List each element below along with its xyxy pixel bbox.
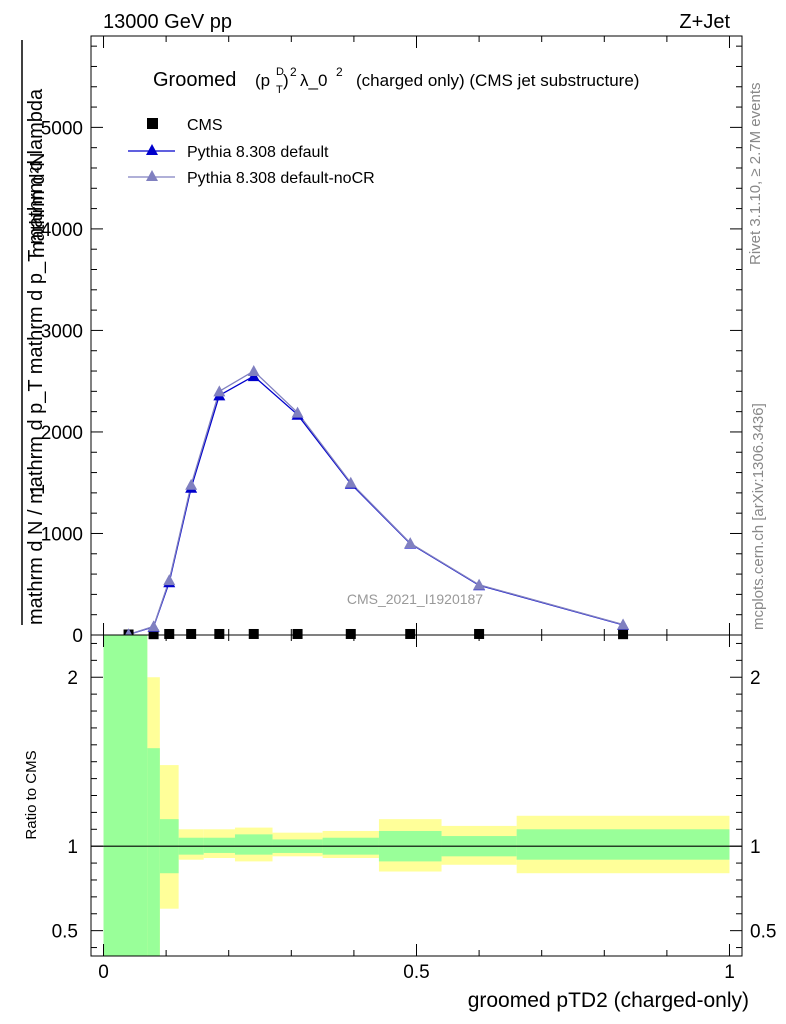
main-y-tick-label: 2000 [41, 423, 83, 444]
cms-data-point [345, 628, 356, 639]
mc-point-2 [163, 574, 176, 586]
mc-point-2 [617, 618, 630, 630]
title-close-paren: ) [283, 71, 289, 90]
ratio-y-tick-label-right: 1 [750, 837, 761, 858]
legend-cms-marker [147, 118, 158, 129]
header-energy: 13000 GeV pp [103, 11, 232, 33]
ratio-inner-band [147, 748, 160, 956]
legend: CMS Pythia 8.308 default Pythia 8.308 de… [128, 117, 375, 187]
analysis-watermark: CMS_2021_I1920187 [347, 591, 483, 607]
title-tail: (charged only) (CMS jet substructure) [356, 71, 639, 90]
ylabel-one: 1 [27, 484, 49, 495]
legend-default-marker [146, 144, 158, 155]
main-data-layer [122, 365, 630, 640]
mc-point-2 [247, 365, 260, 377]
main-y-tick-label: 0 [72, 626, 83, 647]
header-process: Z+Jet [679, 11, 730, 33]
mc-point-2 [213, 385, 226, 397]
ratio-y-tick-label: 1 [67, 837, 78, 858]
mc-point-2 [473, 578, 486, 590]
ratio-y-tick-label: 0.5 [52, 922, 78, 943]
mc-point-2 [291, 406, 304, 418]
title-sup-lambda: 2 [336, 65, 343, 79]
ratio-tick-labels: 0.5 0.5 1 1 2 2 0 0.5 1 [52, 668, 777, 983]
cms-data-point [248, 628, 259, 639]
cms-data-point [405, 628, 416, 639]
ratio-y-axis-label: Ratio to CMS [23, 750, 40, 839]
ratio-y-tick-label-right: 0.5 [750, 922, 776, 943]
cms-data-point [186, 628, 197, 639]
cms-data-point [618, 629, 629, 640]
x-tick-label: 0 [98, 962, 109, 983]
ratio-inner-band [234, 834, 273, 855]
ylabel-denominator: mathrm d N / mathrm d p_T mathrm d p_T m… [25, 88, 47, 625]
ratio-bands-layer [103, 635, 730, 956]
x-tick-label: 0.5 [403, 962, 429, 983]
title-p: (p [255, 71, 270, 90]
main-y-tick-labels: 0 1000 2000 3000 4000 5000 [41, 118, 83, 647]
title-sup-d: D [276, 66, 284, 78]
main-y-tick-label: 4000 [41, 220, 83, 241]
legend-cms-label: CMS [187, 117, 223, 134]
main-y-tick-label: 5000 [41, 118, 83, 139]
ratio-inner-band [516, 829, 730, 860]
title-lambda: λ_0 [300, 71, 327, 90]
x-tick-label: 1 [724, 962, 735, 983]
title-sup-2: 2 [290, 65, 297, 79]
cms-data-point [214, 628, 225, 639]
legend-nocr-marker [146, 170, 158, 181]
ratio-plot-frame [90, 634, 743, 957]
cms-data-point [164, 628, 175, 639]
mc-point-2 [147, 620, 160, 632]
cms-data-point [292, 628, 303, 639]
ratio-y-tick-label-right: 2 [750, 668, 761, 689]
main-y-tick-label: 1000 [41, 524, 83, 545]
cms-data-point [474, 628, 485, 639]
legend-default-label: Pythia 8.308 default [187, 144, 329, 161]
mcplots-label: mcplots.cern.ch [arXiv:1306.3436] [750, 403, 767, 630]
main-y-axis-label: mathrm d²N 1 mathrm d N / mathrm d p_T m… [21, 40, 49, 625]
x-axis-label: groomed pTD2 (charged-only) [468, 989, 749, 1012]
cms-data-point [148, 629, 159, 640]
mc-point-2 [185, 478, 198, 490]
ylabel-numerator: mathrm d²N [27, 152, 49, 258]
title-sub-t: T [276, 84, 283, 96]
rivet-label: Rivet 3.1.10, ≥ 2.7M events [747, 83, 764, 266]
mc-point-2 [404, 537, 417, 549]
ratio-inner-band [103, 635, 148, 956]
ratio-axis-ticks [91, 635, 742, 956]
ratio-inner-band [203, 837, 235, 853]
title-main: Groomed [153, 69, 236, 91]
main-y-tick-label: 3000 [41, 321, 83, 342]
ratio-y-tick-label: 2 [67, 668, 78, 689]
chart-title: Groomed (p D T ) 2 λ_0 2 (charged only) … [153, 65, 639, 96]
mc-point-2 [344, 476, 357, 488]
legend-nocr-label: Pythia 8.308 default-noCR [187, 170, 375, 187]
